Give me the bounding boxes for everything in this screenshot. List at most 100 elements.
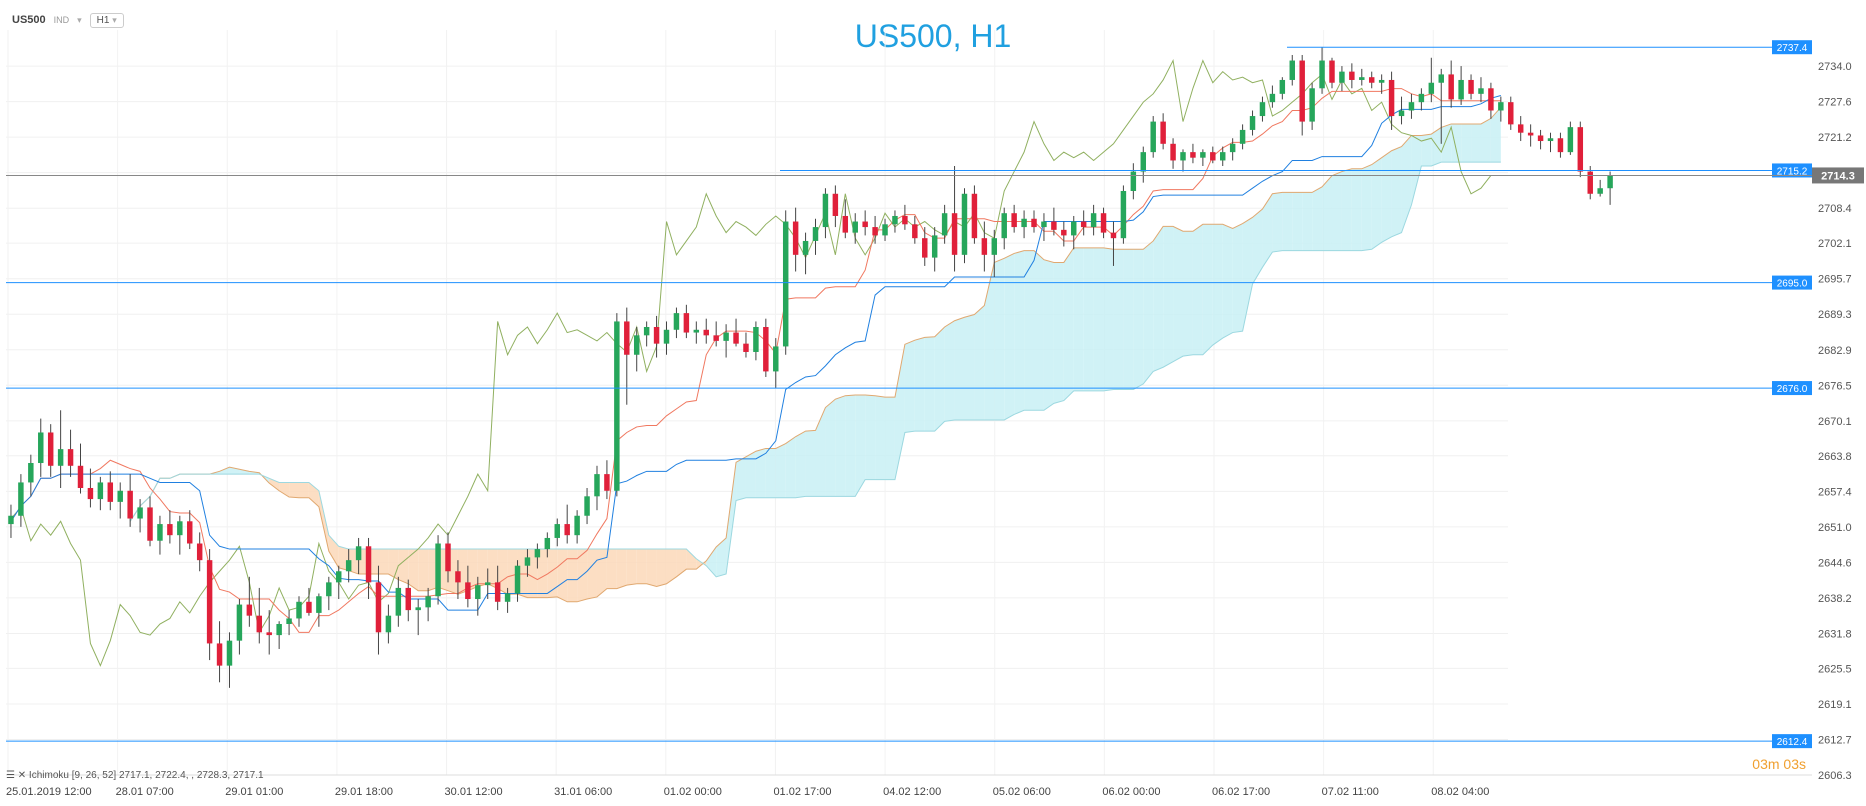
candle-down [1100,213,1107,233]
candle-up [1090,213,1097,228]
cloud-segment [219,467,230,475]
level-tag [1772,381,1812,396]
cloud-segment [1401,135,1412,233]
chart-toolbar: US500 IND ▾ H1 ▾ [12,10,124,30]
candle-up [1001,213,1007,239]
cloud-segment [845,395,856,497]
candle-down [465,582,471,600]
candle-down [1388,79,1395,117]
cloud-segment [904,340,915,433]
symbol-selector[interactable]: US500 [12,14,46,26]
level-label: 2715.2 [1777,166,1808,177]
candle-down [1051,221,1057,230]
candle-down [792,221,799,255]
cloud-segment [656,549,667,587]
candle-down [1517,124,1524,133]
chikou-span-line [10,58,1492,667]
cloud-segment [1163,226,1174,368]
cloud-segment [398,549,409,584]
candle-up [1567,127,1574,153]
cloud-segment [289,482,300,498]
candle-up [802,240,809,255]
candle-up [594,474,600,497]
y-tick-label: 2721.2 [1818,132,1852,144]
candle-up [961,193,968,255]
y-tick-label: 2638.2 [1818,593,1852,605]
candle-up [286,618,292,625]
candle-down [1061,229,1067,236]
cloud-segment [596,549,607,597]
cloud-segment [934,327,945,432]
candle-up [1607,175,1613,189]
candle-up [524,557,531,566]
candle-up [504,593,511,602]
candle-down [87,487,94,500]
timeframe-selector[interactable]: H1 ▾ [89,12,124,28]
candle-up [1130,171,1137,191]
candle-up [415,607,421,611]
cloud-segment [736,456,746,501]
candle-up [1319,60,1325,89]
settings-icon[interactable]: ☰ [6,770,15,781]
candle-down [1170,143,1176,161]
cloud-segment [606,549,617,589]
y-tick-label: 2682.9 [1818,345,1852,357]
cloud-segment [547,549,558,598]
cloud-segment [1232,223,1243,333]
cloud-segment [964,314,975,420]
candle-up [812,227,819,241]
y-tick-label: 2734.0 [1818,61,1852,73]
candle-up [1279,79,1286,94]
candle-up [117,490,123,502]
candle-down [713,335,719,341]
y-tick-label: 2657.4 [1818,486,1852,498]
close-icon[interactable]: ✕ [17,770,27,781]
cloud-segment [537,549,548,598]
candle-down [67,449,74,466]
candle-up [475,585,481,600]
candle-up [584,496,590,516]
cloud-segment [239,469,250,475]
cloud-segment [805,430,816,497]
cloud-segment [865,395,876,480]
cloud-segment [1113,249,1124,390]
chevron-down-icon[interactable]: ▾ [77,14,82,25]
candle-down [1160,121,1166,144]
candle-down [306,601,312,613]
candle-up [226,640,233,666]
candle-up [1428,82,1435,94]
candle-up [882,224,888,236]
candle-up [236,604,243,641]
candle-down [455,571,461,583]
candle-up [1249,116,1256,130]
candle-up [1458,79,1464,100]
candle-up [1021,218,1027,228]
y-tick-label: 2663.8 [1818,451,1852,463]
cloud-segment [954,317,965,420]
cloud-segment [1322,175,1332,251]
level-tag [1772,40,1812,55]
candle-up [385,615,392,633]
cloud-segment [1312,186,1323,251]
candle-down [703,329,709,336]
candle-up [941,213,948,236]
candle-down [107,482,114,502]
cloud-segment [795,431,806,498]
candle-up [18,482,24,516]
current-price-tag [1812,167,1864,184]
indicator-legend[interactable]: ☰ ✕ Ichimoku [9, 26, 52] 2717.1, 2722.4,… [6,770,264,781]
candle-down [266,632,272,636]
x-tick-label: 28.01 07:00 [116,786,174,798]
candle-up [643,327,650,336]
cloud-segment [676,549,687,577]
candle-up [1180,152,1186,161]
candle-up [425,596,431,608]
candle-down [1587,171,1593,194]
candle-up [326,582,332,597]
candle-up [1408,102,1415,111]
candle-up [484,582,491,586]
candle-up [1597,188,1603,194]
cloud-segment [587,549,597,600]
candle-up [137,507,143,519]
